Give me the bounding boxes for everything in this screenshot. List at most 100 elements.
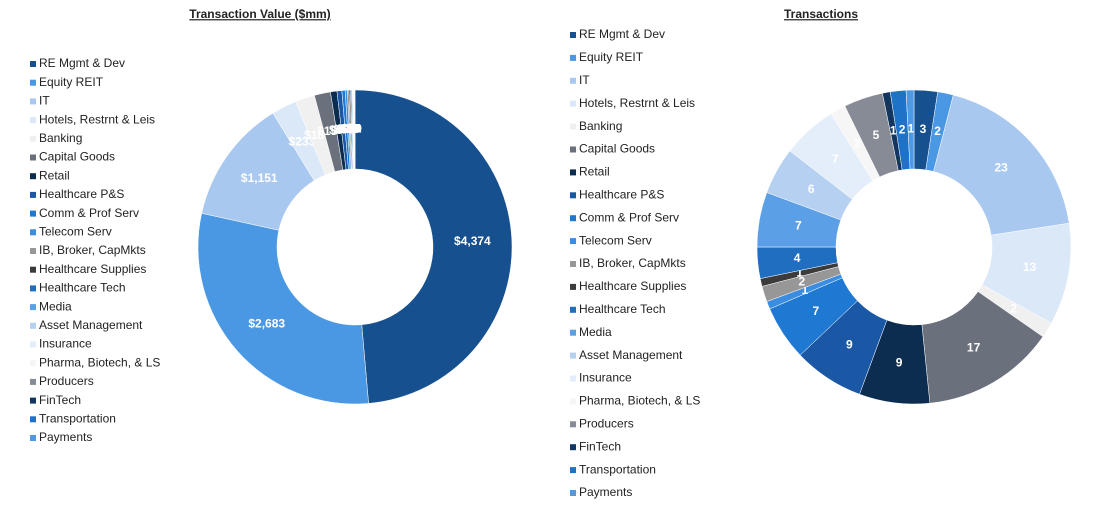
legend-label: Banking: [579, 119, 622, 133]
legend-label: FinTech: [39, 393, 81, 407]
legend-swatch: [570, 375, 576, 382]
data-label: 2: [934, 124, 941, 138]
chart-title: Transaction Value ($mm): [189, 7, 330, 21]
donut-slice: [197, 212, 369, 405]
data-label: 9: [896, 356, 903, 370]
legend-swatch: [570, 444, 576, 451]
data-label: 1: [908, 122, 915, 136]
legend-swatch: [30, 135, 36, 142]
legend-swatch: [570, 32, 576, 38]
legend-label: Media: [39, 299, 72, 313]
legend-label: Comm & Prof Serv: [39, 206, 139, 220]
data-label: 17: [967, 340, 981, 354]
legend-swatch: [570, 146, 576, 153]
legend-label: Insurance: [579, 371, 632, 385]
donut-slice: [933, 94, 1070, 236]
legend-label: IB, Broker, CapMkts: [579, 256, 686, 270]
legend-swatch: [30, 117, 36, 124]
legend-label: Banking: [39, 131, 82, 145]
legend-swatch: [570, 421, 576, 428]
legend-swatch: [570, 306, 576, 313]
legend-swatch: [30, 416, 36, 423]
legend-label: RE Mgmt & Dev: [579, 27, 665, 41]
legend-swatch: [570, 192, 576, 199]
legend-swatch: [570, 261, 576, 267]
legend-swatch: [570, 329, 576, 336]
data-label: 6: [808, 182, 815, 196]
legend-label: Retail: [39, 168, 70, 182]
legend-swatch: [570, 490, 576, 496]
legend-swatch: [30, 341, 36, 348]
data-label: $233: [289, 134, 316, 148]
donut-slice: [905, 89, 915, 170]
legend-swatch: [30, 98, 36, 105]
legend-label: IB, Broker, CapMkts: [39, 243, 146, 257]
legend-label: Media: [579, 325, 612, 339]
data-label: 7: [795, 218, 802, 232]
legend-label: Producers: [39, 374, 94, 388]
data-label: 5: [873, 128, 880, 142]
legend-label: Hotels, Restrnt & Leis: [579, 96, 695, 110]
legend-label: IT: [39, 94, 50, 108]
legend-swatch: [570, 398, 576, 405]
data-label: 7: [813, 304, 820, 318]
legend-label: Payments: [39, 430, 92, 444]
legend-label: FinTech: [579, 439, 621, 453]
legend-label: Asset Management: [39, 318, 143, 332]
legend-swatch: [30, 154, 36, 161]
legend-swatch: [30, 61, 36, 67]
legend-label: Telecom Serv: [39, 224, 112, 238]
legend-label: Hotels, Restrnt & Leis: [39, 112, 155, 126]
data-label: 13: [1023, 260, 1037, 274]
legend-swatch: [570, 215, 576, 222]
legend-swatch: [30, 378, 36, 385]
legend-label: Healthcare Supplies: [39, 262, 146, 276]
legend-swatch: [30, 304, 36, 311]
legend-swatch: [30, 435, 36, 441]
data-label: $2,683: [248, 317, 285, 331]
data-label: $4,374: [454, 234, 491, 248]
data-label: 2: [899, 122, 906, 136]
legend-label: Pharma, Biotech, & LS: [579, 394, 700, 408]
legend-label: Telecom Serv: [579, 233, 652, 247]
legend-swatch: [570, 54, 576, 61]
legend-swatch: [570, 100, 576, 107]
legend-label: Comm & Prof Serv: [579, 210, 679, 224]
legend-swatch: [570, 123, 576, 130]
data-label: 2: [854, 136, 861, 150]
legend-swatch: [30, 360, 36, 367]
legend-label: Equity REIT: [579, 50, 644, 64]
legend-swatch: [30, 266, 36, 273]
legend-label: Healthcare Supplies: [579, 279, 686, 293]
data-label: 1: [890, 124, 897, 138]
legend-label: Healthcare P&S: [39, 187, 124, 201]
data-label: 1: [802, 283, 809, 297]
legend-label: RE Mgmt & Dev: [39, 56, 125, 70]
legend-swatch: [570, 77, 576, 84]
legend-label: Healthcare Tech: [579, 302, 666, 316]
legend-swatch: [570, 238, 576, 245]
legend-label: IT: [579, 73, 590, 87]
data-label: 4: [794, 251, 801, 265]
data-label: $1,151: [241, 171, 278, 185]
legend-swatch: [30, 229, 36, 236]
legend-swatch: [30, 248, 36, 254]
legend-swatch: [30, 173, 36, 180]
legend-swatch: [570, 352, 576, 359]
legend-swatch: [30, 397, 36, 404]
legend-label: Transportation: [39, 411, 116, 425]
legend-label: Asset Management: [579, 348, 683, 362]
legend-swatch: [30, 285, 36, 292]
legend-label: Equity REIT: [39, 75, 104, 89]
legend-label: Transportation: [579, 462, 656, 476]
legend-label: Healthcare Tech: [39, 281, 126, 295]
legend-swatch: [30, 79, 36, 86]
data-label: 1: [796, 266, 803, 280]
legend-label: Retail: [579, 165, 610, 179]
legend-label: Capital Goods: [39, 150, 115, 164]
legend-swatch: [570, 283, 576, 290]
data-label: $12: [341, 122, 361, 136]
legend-swatch: [30, 191, 36, 198]
data-label: 7: [832, 152, 839, 166]
